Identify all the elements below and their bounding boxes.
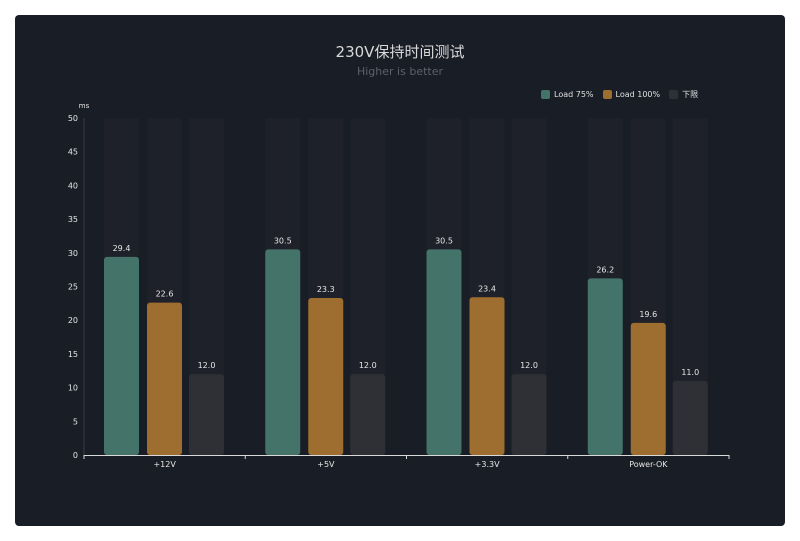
y-tick-label: 50 (68, 114, 78, 123)
y-tick-label: 45 (68, 148, 78, 157)
bar (672, 380, 708, 455)
bar (308, 297, 344, 455)
bar-background (426, 118, 462, 455)
bar-background (469, 118, 505, 455)
data-label: 30.5 (435, 236, 453, 245)
data-label: 23.3 (317, 285, 335, 294)
y-tick-label: 25 (68, 283, 78, 292)
bar-background (308, 118, 344, 455)
bar (265, 249, 301, 455)
bar-background (587, 118, 623, 455)
data-label: 19.6 (639, 310, 657, 319)
data-label: 30.5 (274, 236, 292, 245)
data-label: 26.2 (596, 265, 614, 274)
bar (426, 249, 462, 455)
legend-item-lower-limit[interactable]: 下限 (669, 89, 698, 100)
legend-swatch-load-100 (602, 90, 612, 99)
bar (104, 256, 139, 455)
legend-item-load-100[interactable]: Load 100% (602, 90, 661, 99)
bar (189, 374, 224, 455)
bar-background (630, 118, 666, 455)
bar (147, 302, 182, 455)
chart-card: 230V保持时间测试 Higher is better Load 75% Loa… (15, 15, 785, 526)
bar-background (147, 118, 182, 455)
legend-label-lower-limit: 下限 (682, 90, 699, 99)
y-tick-label: 40 (68, 181, 78, 190)
legend-swatch-load-75 (541, 90, 550, 99)
data-label: 12.0 (198, 361, 216, 370)
y-axis-unit: ms (79, 102, 90, 110)
data-label: 23.4 (478, 284, 496, 293)
y-tick-label: 15 (68, 350, 78, 359)
x-tick-label: +5V (317, 460, 335, 469)
legend-item-load-75[interactable]: Load 75% (541, 90, 594, 99)
bar (587, 278, 623, 455)
chart-subtitle: Higher is better (356, 65, 444, 78)
y-tick-label: 30 (68, 249, 78, 258)
legend: Load 75% Load 100% 下限 (541, 89, 698, 100)
bar (511, 374, 547, 455)
legend-label-load-75: Load 75% (554, 90, 594, 99)
legend-label-load-100: Load 100% (615, 90, 661, 99)
bar-background (672, 118, 708, 455)
x-tick-label: +12V (153, 460, 176, 469)
bar-background (265, 118, 301, 455)
chart-title: 230V保持时间测试 (335, 43, 465, 61)
bar-background (350, 118, 386, 455)
bar (469, 297, 505, 455)
data-label: 22.6 (156, 290, 174, 299)
bar (350, 374, 386, 455)
bar-background (104, 118, 139, 455)
y-tick-label: 5 (73, 417, 78, 426)
bar (630, 322, 666, 455)
bar-background (189, 118, 224, 455)
x-tick-label: +3.3V (475, 460, 500, 469)
y-tick-label: 20 (68, 316, 78, 325)
data-label: 11.0 (681, 368, 699, 377)
data-label: 12.0 (520, 361, 538, 370)
bar-background (511, 118, 547, 455)
legend-swatch-lower-limit (669, 90, 679, 99)
y-tick-label: 35 (68, 215, 78, 224)
y-tick-label: 0 (73, 451, 78, 460)
y-tick-label: 10 (68, 384, 78, 393)
data-label: 12.0 (359, 361, 377, 370)
x-tick-label: Power-OK (629, 460, 668, 469)
data-label: 29.4 (113, 244, 131, 253)
